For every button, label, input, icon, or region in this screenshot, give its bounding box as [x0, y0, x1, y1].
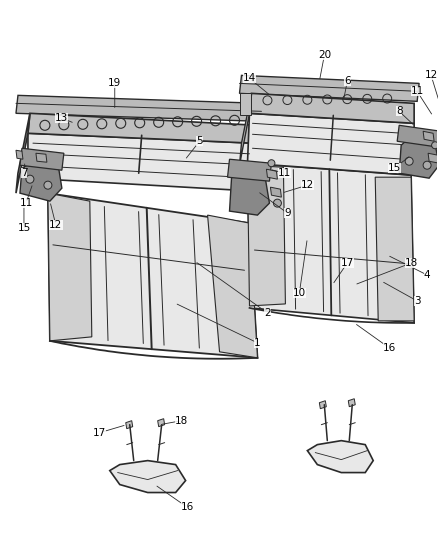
Text: 13: 13	[55, 114, 68, 123]
Polygon shape	[240, 93, 251, 165]
Polygon shape	[16, 114, 30, 193]
Polygon shape	[20, 155, 62, 201]
Polygon shape	[20, 148, 64, 170]
Text: 15: 15	[18, 223, 31, 233]
Text: 6: 6	[344, 76, 350, 86]
Text: 14: 14	[243, 74, 256, 83]
Polygon shape	[399, 133, 438, 178]
Polygon shape	[270, 187, 281, 197]
Polygon shape	[319, 401, 326, 409]
Text: 8: 8	[396, 106, 403, 116]
Text: 7: 7	[21, 168, 27, 178]
Text: 17: 17	[93, 427, 106, 438]
Circle shape	[26, 175, 34, 183]
Text: 2: 2	[264, 308, 271, 318]
Polygon shape	[110, 461, 186, 492]
Polygon shape	[36, 153, 47, 162]
Circle shape	[423, 161, 431, 169]
Text: 4: 4	[424, 270, 431, 280]
Polygon shape	[158, 419, 165, 427]
Polygon shape	[208, 215, 258, 358]
Text: 17: 17	[341, 258, 354, 268]
Polygon shape	[307, 441, 373, 473]
Polygon shape	[247, 163, 414, 323]
Polygon shape	[48, 193, 258, 358]
Text: 11: 11	[278, 168, 291, 178]
Text: 11: 11	[19, 198, 32, 208]
Polygon shape	[375, 177, 414, 321]
Polygon shape	[48, 193, 92, 341]
Text: 18: 18	[405, 258, 418, 268]
Polygon shape	[126, 421, 133, 429]
Polygon shape	[247, 165, 286, 306]
Text: 10: 10	[293, 288, 306, 298]
Text: 5: 5	[196, 136, 203, 146]
Text: 9: 9	[284, 208, 291, 218]
Polygon shape	[240, 75, 419, 101]
Polygon shape	[348, 399, 355, 407]
Circle shape	[44, 181, 52, 189]
Text: 12: 12	[301, 180, 314, 190]
Text: 16: 16	[181, 503, 194, 513]
Text: 20: 20	[318, 51, 331, 60]
Polygon shape	[28, 133, 254, 191]
Text: 18: 18	[175, 416, 188, 426]
Circle shape	[405, 157, 413, 165]
Polygon shape	[250, 93, 414, 123]
Text: 19: 19	[108, 78, 121, 88]
Polygon shape	[240, 93, 251, 115]
Text: 16: 16	[382, 343, 396, 353]
Circle shape	[268, 160, 275, 167]
Text: 12: 12	[424, 70, 438, 80]
Polygon shape	[428, 153, 438, 163]
Circle shape	[273, 199, 281, 207]
Polygon shape	[227, 159, 272, 181]
Polygon shape	[397, 125, 438, 147]
Circle shape	[431, 142, 438, 149]
Text: 15: 15	[388, 163, 401, 173]
Polygon shape	[266, 169, 277, 179]
Polygon shape	[16, 150, 23, 159]
Polygon shape	[423, 131, 434, 141]
Text: 1: 1	[254, 338, 261, 348]
Text: 11: 11	[410, 86, 424, 96]
Polygon shape	[16, 95, 261, 122]
Text: 3: 3	[414, 296, 420, 306]
Polygon shape	[247, 114, 414, 175]
Polygon shape	[28, 114, 257, 143]
Text: 12: 12	[49, 220, 63, 230]
Polygon shape	[230, 165, 269, 215]
